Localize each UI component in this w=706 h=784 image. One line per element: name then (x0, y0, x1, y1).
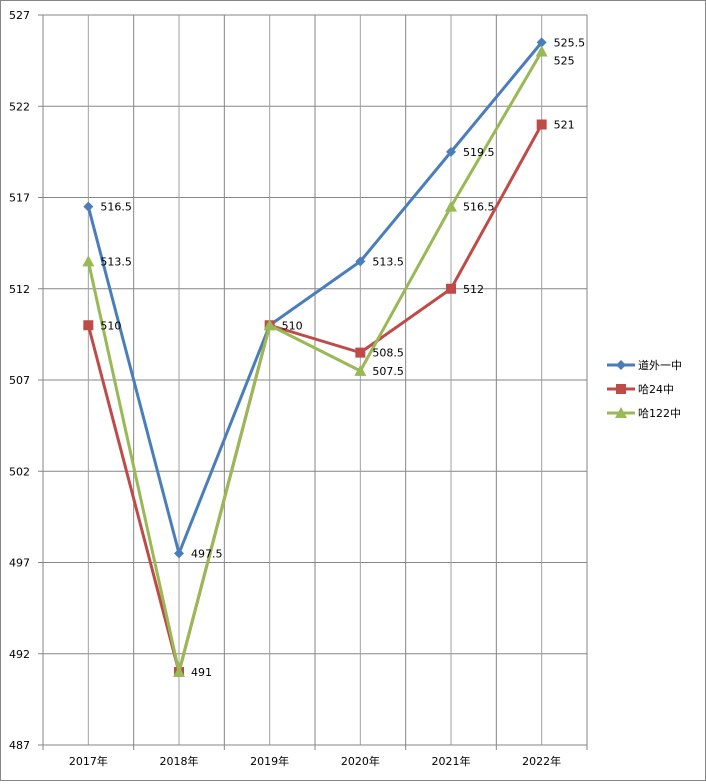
triangle-marker (263, 319, 276, 331)
y-tick-label: 512 (9, 283, 30, 296)
data-label: 521 (554, 119, 575, 132)
triangle-marker (445, 200, 457, 212)
legend-label: 哈24中 (638, 383, 674, 396)
data-label: 497.5 (191, 547, 223, 560)
series-2 (82, 45, 548, 677)
series-line (86, 123, 543, 674)
triangle-marker (173, 666, 185, 677)
data-label: 513.5 (100, 255, 132, 268)
square-marker (536, 119, 547, 130)
square-marker (355, 347, 366, 358)
y-tick-label: 487 (9, 739, 30, 752)
legend-label: 道外一中 (638, 358, 682, 372)
data-label: 510 (282, 319, 303, 332)
axes: 487 492 497 502 507 512 517 522 527 2017年 2018年 201… (9, 9, 588, 768)
data-label: 512 (463, 283, 484, 296)
data-label: 519.5 (463, 146, 495, 159)
x-tick-label: 2021年 (432, 754, 471, 768)
series-line (86, 41, 543, 555)
square-marker (616, 384, 626, 394)
diamond-marker (446, 146, 456, 157)
triangle-marker (82, 255, 95, 267)
data-label: 508.5 (372, 347, 404, 360)
series-lines (82, 37, 548, 677)
square-marker (446, 283, 456, 294)
legend-label: 哈122中 (638, 407, 681, 420)
y-tick-label: 502 (9, 465, 30, 478)
diamond-marker (83, 201, 94, 212)
diamond-marker (616, 360, 626, 370)
legend-item-2: 哈122中 (607, 407, 681, 420)
diamond-marker (536, 37, 547, 48)
x-tick-label: 2022年 (522, 754, 561, 768)
x-tick-label: 2017年 (69, 754, 108, 768)
legend-item-0: 道外一中 (607, 358, 682, 372)
y-tick-label: 497 (9, 557, 30, 570)
legend-item-1: 哈24中 (607, 383, 674, 396)
diamond-marker (355, 256, 366, 267)
data-label: 513.5 (372, 255, 404, 268)
square-marker (83, 320, 94, 331)
y-tick-label: 492 (9, 648, 30, 661)
triangle-marker (615, 407, 627, 418)
gridlines (43, 14, 588, 745)
y-tick-label: 507 (9, 374, 30, 387)
data-label: 525.5 (554, 36, 586, 49)
data-label: 507.5 (372, 365, 404, 378)
diamond-marker (174, 548, 184, 559)
data-label: 491 (191, 666, 212, 679)
triangle-marker (535, 45, 548, 57)
x-tick-label: 2018年 (160, 754, 199, 768)
data-label: 510 (100, 319, 121, 332)
data-label: 516.5 (100, 201, 132, 214)
x-tick-label: 2020年 (341, 754, 380, 768)
triangle-marker (354, 364, 367, 376)
data-label: 516.5 (463, 201, 495, 214)
series-line (86, 50, 543, 674)
y-tick-label: 522 (9, 100, 30, 113)
y-tick-label: 527 (9, 9, 30, 22)
y-tick-label: 517 (9, 192, 30, 205)
x-tick-label: 2019年 (250, 754, 289, 768)
data-label: 525 (554, 55, 575, 68)
data-labels: 516.5 497.5 513.5 519.5 525.5 510 491 510 508.5 5… (100, 36, 585, 679)
